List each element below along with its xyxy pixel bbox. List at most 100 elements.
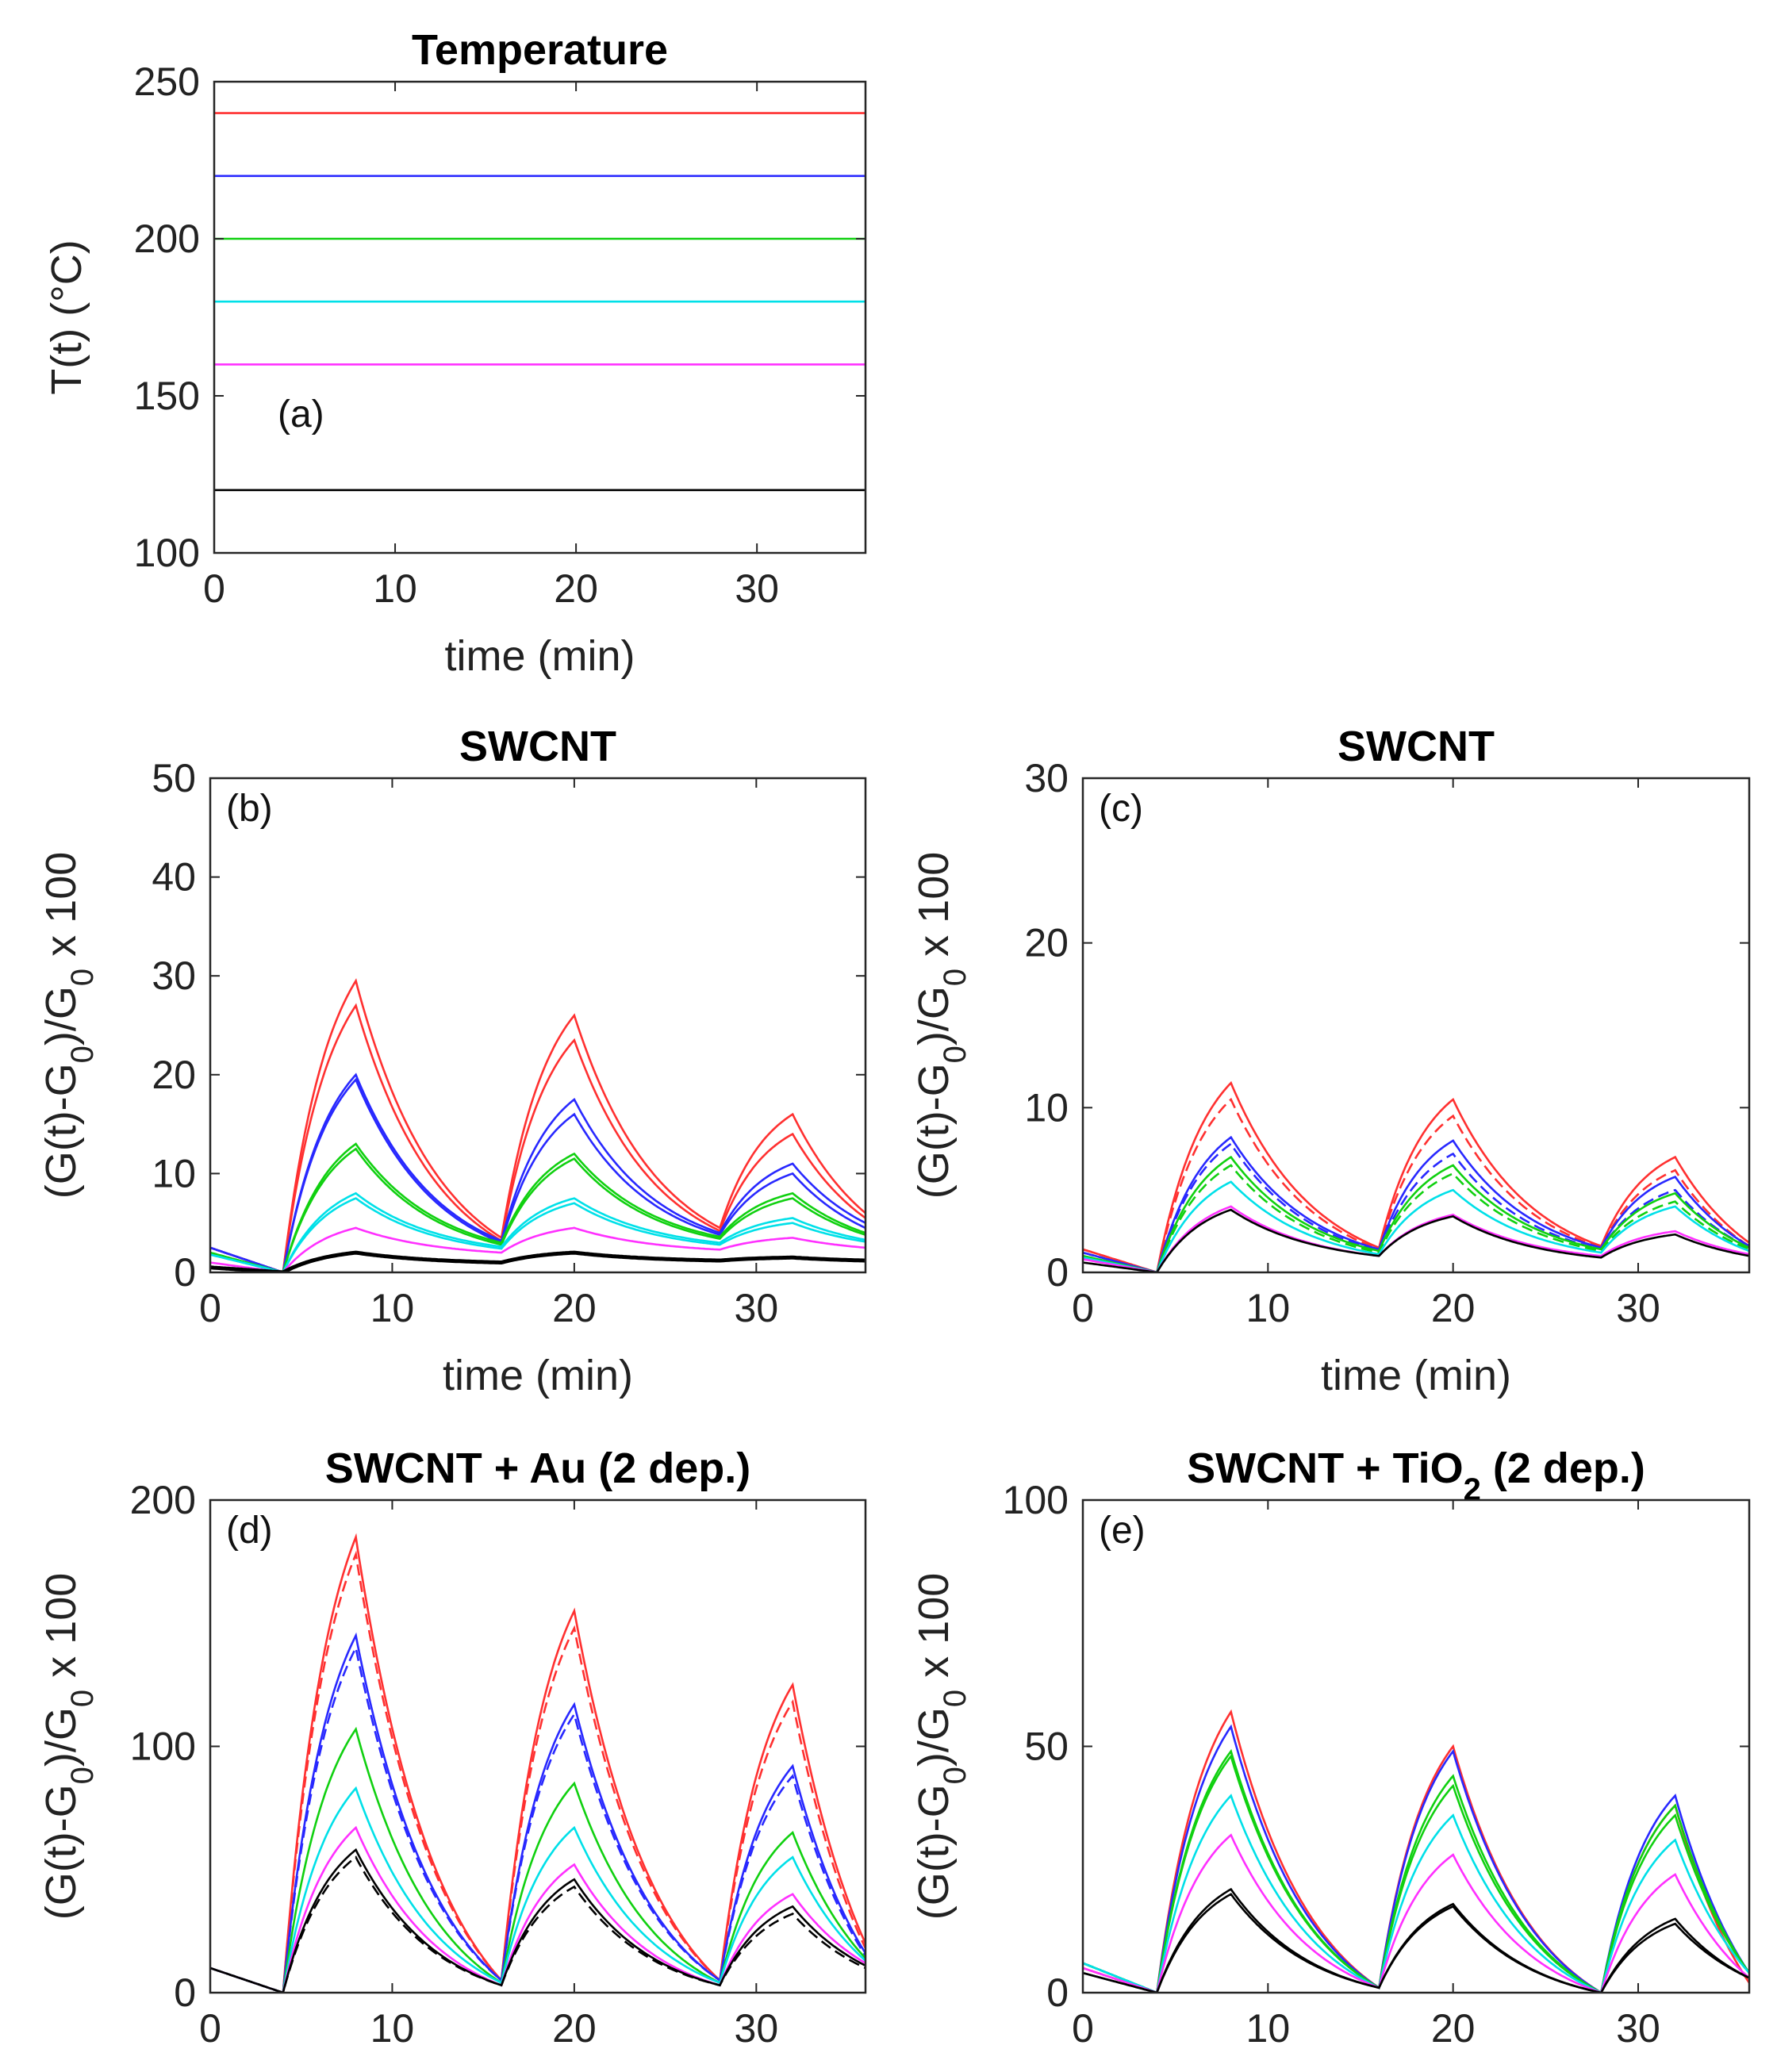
- x-tick-label: 10: [370, 2006, 415, 2051]
- y-axis-label: (G(t)-G0)/G0 x 100: [37, 852, 100, 1199]
- chart-title: SWCNT + TiO2 (2 dep.): [1187, 1445, 1645, 1507]
- series-line-3: [1083, 1754, 1749, 1993]
- x-tick-label: 0: [199, 2006, 221, 2051]
- series-line-7: [210, 1848, 865, 1993]
- series-line-8: [210, 1855, 865, 1993]
- axes-frame: [1081, 1498, 1751, 1994]
- panel-a: Temperature 0 10 20 30 100 150 200 250 time (min)…: [43, 26, 867, 680]
- series-line-2: [210, 1632, 865, 1993]
- ylabel-part: x 100: [37, 852, 85, 969]
- y-tick-label: 0: [1046, 1250, 1069, 1295]
- y-tick-label: 200: [134, 217, 200, 261]
- series-line-8: [1083, 1208, 1749, 1272]
- y-tick-label: 20: [1024, 921, 1069, 965]
- ylabel-subscript: 0: [938, 1046, 973, 1063]
- series-line-6: [210, 1825, 865, 1993]
- series-line-4: [1083, 1794, 1749, 1993]
- plot-area: [210, 1533, 865, 1993]
- chart-title: SWCNT: [1338, 723, 1495, 770]
- y-axis-label: (G(t)-G0)/G0 x 100: [910, 852, 973, 1199]
- ylabel-subscript: 0: [938, 1767, 973, 1784]
- series-line-8: [210, 1226, 865, 1272]
- x-tick-label: 30: [1616, 1286, 1660, 1330]
- ylabel-subscript: 0: [65, 969, 100, 986]
- x-tick-label: 10: [1246, 1286, 1291, 1330]
- series-line-4: [1083, 1155, 1749, 1272]
- ylabel-subscript: 0: [65, 1046, 100, 1063]
- ylabel-part: )/G: [37, 1707, 85, 1767]
- y-axis-label: (G(t)-G0)/G0 x 100: [910, 1573, 973, 1920]
- panel-label: (e): [1099, 1510, 1146, 1552]
- title-subscript: 2: [1464, 1472, 1481, 1507]
- panel-d: SWCNT + Au (2 dep.)01020300100200time (m…: [37, 1445, 867, 2051]
- ylabel-part: )/G: [910, 1707, 958, 1767]
- y-tick-label: 40: [152, 855, 196, 900]
- y-tick-label: 100: [1003, 1478, 1069, 1522]
- series-line-1: [210, 1550, 865, 1993]
- ylabel-part: x 100: [37, 1573, 85, 1690]
- y-axis-label: (G(t)-G0)/G0 x 100: [37, 1573, 100, 1920]
- series-line-1: [1083, 1724, 1749, 1993]
- x-tick-label: 20: [552, 1286, 597, 1330]
- series-line-5: [210, 1786, 865, 1993]
- series-line-5: [1083, 1833, 1749, 1993]
- panel-label: (d): [226, 1510, 273, 1552]
- ylabel-subscript: 0: [938, 1690, 973, 1707]
- title-part: (2 dep.): [1481, 1445, 1645, 1492]
- chart-title: SWCNT + Au (2 dep.): [325, 1445, 751, 1492]
- y-tick-label: 30: [152, 954, 196, 998]
- y-tick-label: 100: [130, 1725, 196, 1769]
- x-tick-label: 10: [370, 1286, 415, 1330]
- series-line-1: [1083, 1097, 1749, 1272]
- panel-e: SWCNT + TiO2 (2 dep.)0102030050100time (…: [910, 1445, 1751, 2051]
- chart-title: SWCNT: [459, 723, 616, 770]
- x-tick-label: 0: [1072, 1286, 1094, 1330]
- series-line-9: [210, 1250, 865, 1272]
- x-tick-label: 30: [735, 2006, 779, 2051]
- panel-c: SWCNT 0 10 20 30 0 10 20 30 time (min) (G(t)-G0)/G…: [910, 723, 1751, 1399]
- x-tick-label: 20: [552, 2006, 597, 2051]
- series-line-4: [210, 1726, 865, 1993]
- series-line-0: [210, 978, 865, 1272]
- y-tick-label: 50: [1024, 1725, 1069, 1769]
- y-tick-label: 250: [134, 59, 200, 104]
- series-line-5: [210, 1147, 865, 1272]
- series-line-2: [1083, 1135, 1749, 1272]
- plot-area: [1083, 1709, 1749, 1993]
- x-tick-label: 20: [554, 566, 598, 611]
- ylabel-part: x 100: [910, 1573, 958, 1690]
- series-line-6: [210, 1191, 865, 1272]
- ylabel-subscript: 0: [65, 1690, 100, 1707]
- ylabel-part: (G(t)-G: [37, 1063, 85, 1199]
- panel-label: (a): [278, 393, 324, 436]
- y-tick-label: 100: [134, 531, 200, 575]
- x-axis-label: time (min): [1321, 1352, 1511, 1399]
- y-tick-label: 0: [174, 1970, 196, 2015]
- y-tick-label: 200: [130, 1478, 196, 1522]
- ylabel-part: )/G: [910, 986, 958, 1046]
- panel-label: (b): [226, 788, 273, 830]
- y-tick-label: 10: [152, 1151, 196, 1195]
- axes-frame: [1081, 777, 1751, 1274]
- y-tick-label: 30: [1024, 756, 1069, 800]
- y-tick-label: 150: [134, 374, 200, 418]
- y-axis-label: T(t) (°C): [43, 240, 90, 395]
- x-tick-label: 0: [203, 566, 225, 611]
- x-tick-label: 10: [1246, 2006, 1291, 2051]
- x-axis-label: time (min): [445, 632, 635, 680]
- series-line-5: [1083, 1164, 1749, 1272]
- x-tick-label: 30: [1616, 2006, 1660, 2051]
- ylabel-part: (G(t)-G: [910, 1784, 958, 1920]
- chart-title: Temperature: [412, 26, 668, 74]
- axes-frame: [213, 80, 867, 554]
- plot-area: [1083, 1080, 1749, 1272]
- y-tick-label: 0: [174, 1250, 196, 1295]
- series-line-1: [210, 1003, 865, 1272]
- series-line-7: [210, 1197, 865, 1272]
- y-tick-label: 20: [152, 1053, 196, 1097]
- panel-b: SWCNT 0 10 20 30 0 10 20 30 40 50 time (min) (G(t)-G…: [37, 723, 867, 1399]
- x-tick-label: 20: [1431, 1286, 1476, 1330]
- plot-area: [210, 978, 865, 1272]
- y-tick-label: 10: [1024, 1085, 1069, 1130]
